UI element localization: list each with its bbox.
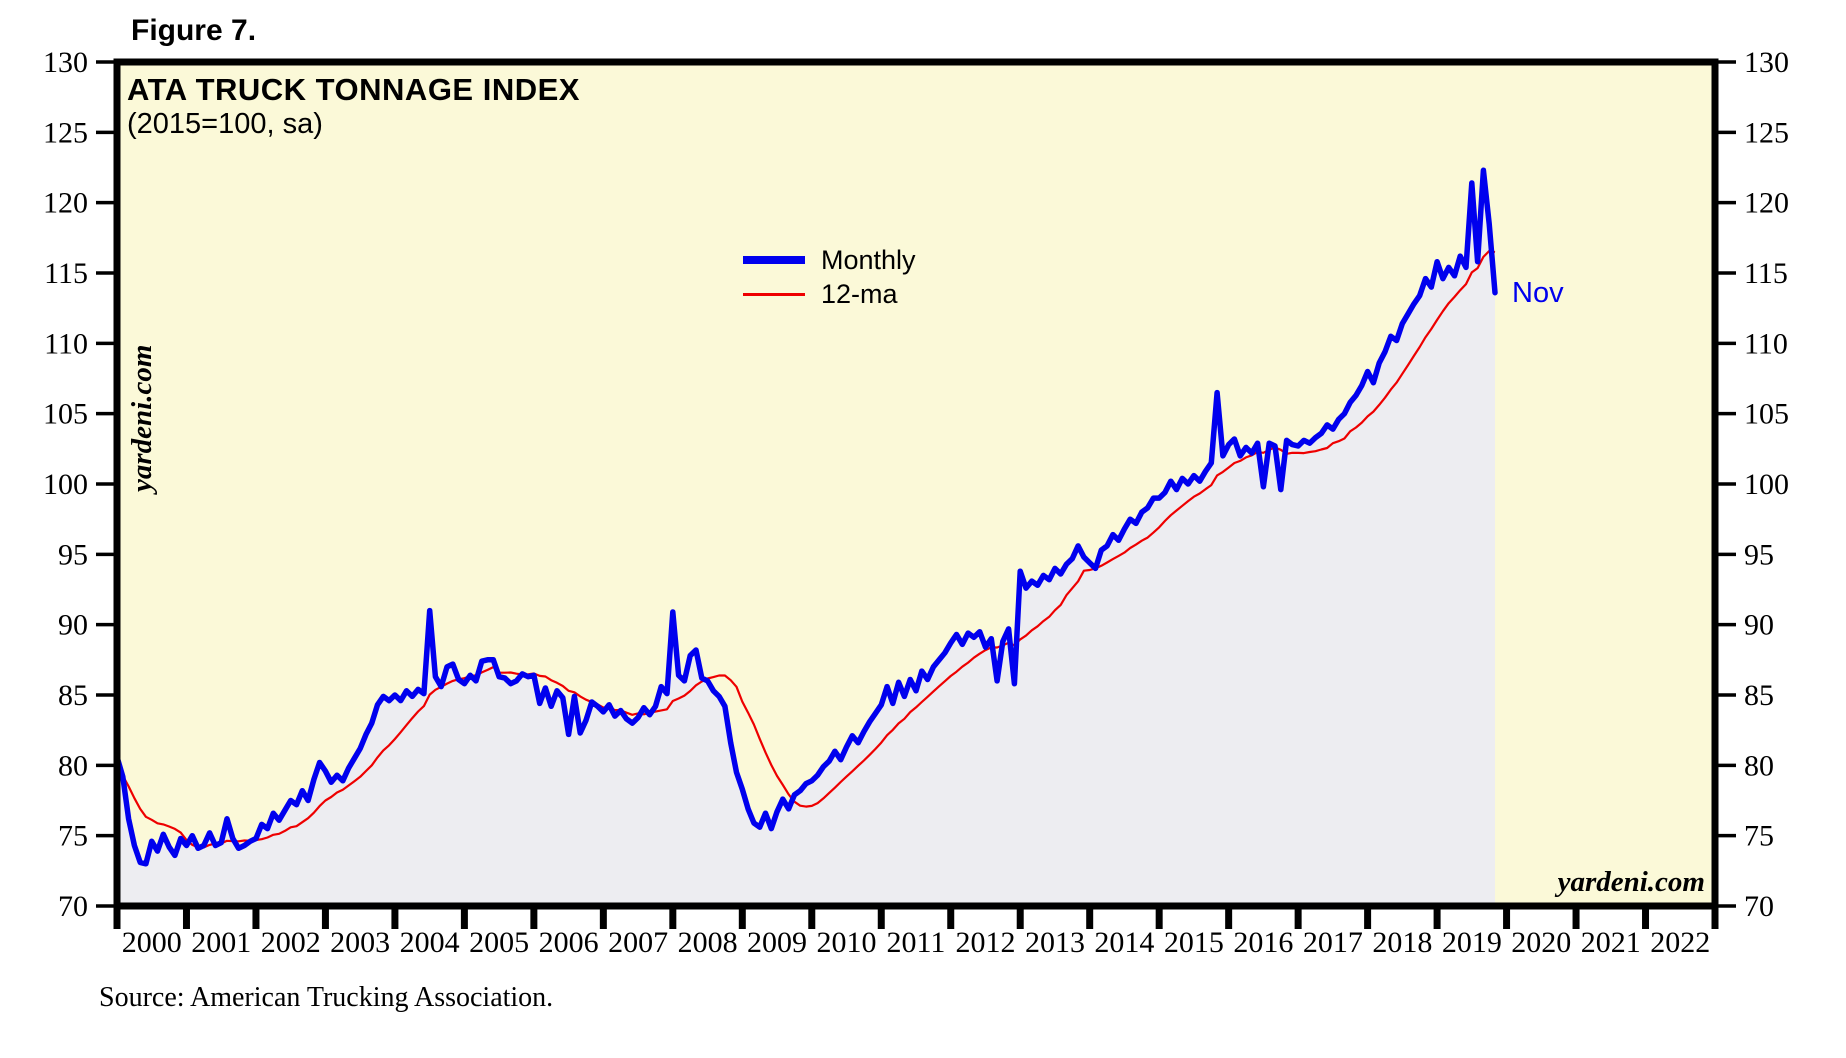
y-axis-label-right: 120 [1744,187,1789,220]
x-axis-year-label: 2007 [608,926,668,959]
y-axis-label-left: 80 [58,749,88,782]
y-axis-label-left: 70 [58,890,88,923]
x-axis-year-label: 2013 [1025,926,1085,959]
x-axis-year-label: 2006 [539,926,599,959]
monthly-line-swatch [743,256,805,264]
figure-label: Figure 7. [131,14,257,47]
legend-item-monthly: Monthly [743,243,916,277]
y-axis-label-left: 95 [58,538,88,571]
y-axis-label-left: 110 [44,327,88,360]
y-axis-label-right: 105 [1744,398,1789,431]
x-axis-year-label: 2010 [817,926,877,959]
legend: Monthly 12-ma [743,243,916,311]
watermark-left: yardeni.com [126,344,158,492]
x-axis-year-label: 2009 [747,926,807,959]
x-axis-year-label: 2004 [400,926,460,959]
monthly-line [114,167,1498,867]
y-axis-label-right: 70 [1744,890,1774,923]
x-axis-year-label: 2019 [1442,926,1502,959]
y-axis-label-right: 90 [1744,609,1774,642]
chart-title: ATA TRUCK TONNAGE INDEX [127,72,580,107]
area-under-monthly [117,170,1495,907]
y-axis-label-left: 130 [43,46,88,79]
legend-item-12ma: 12-ma [743,277,916,311]
y-axis-label-right: 100 [1744,468,1789,501]
y-axis-label-right: 115 [1744,257,1788,290]
y-axis-label-left: 125 [43,116,88,149]
x-axis-year-label: 2020 [1511,926,1571,959]
y-axis-label-right: 125 [1744,116,1789,149]
y-axis-label-right: 85 [1744,679,1774,712]
y-axis-label-left: 100 [43,468,88,501]
y-axis-label-left: 105 [43,398,88,431]
watermark-bottom-right: yardeni.com [1557,866,1705,898]
x-axis-year-label: 2005 [469,926,529,959]
ma-line-swatch [743,292,805,296]
x-axis-year-label: 2011 [887,926,946,959]
legend-label-monthly: Monthly [821,244,916,275]
x-axis-year-label: 2003 [330,926,390,959]
x-axis-year-label: 2001 [191,926,251,959]
y-axis-label-right: 75 [1744,820,1774,853]
x-axis-year-label: 2016 [1233,926,1293,959]
x-axis-year-label: 2012 [955,926,1015,959]
y-axis-label-right: 130 [1744,46,1789,79]
x-axis-year-label: 2015 [1164,926,1224,959]
x-axis-year-label: 2002 [261,926,321,959]
x-axis-year-label: 2014 [1094,926,1154,959]
x-axis-year-label: 2000 [122,926,182,959]
y-axis-label-right: 110 [1744,327,1788,360]
source-line: Source: American Trucking Association. [99,982,554,1013]
y-axis-label-left: 115 [44,257,88,290]
y-axis-label-left: 75 [58,820,88,853]
y-axis-label-left: 90 [58,609,88,642]
x-axis-year-label: 2017 [1303,926,1363,959]
legend-label-12ma: 12-ma [821,278,898,309]
y-axis-label-right: 80 [1744,749,1774,782]
chart-subtitle: (2015=100, sa) [127,108,323,140]
x-axis-year-label: 2022 [1650,926,1710,959]
y-axis-label-left: 120 [43,187,88,220]
x-axis-year-label: 2008 [678,926,738,959]
x-axis-year-label: 2021 [1581,926,1641,959]
last-point-annotation: Nov [1512,277,1564,309]
y-axis-label-right: 95 [1744,538,1774,571]
y-axis-label-left: 85 [58,679,88,712]
x-axis-year-label: 2018 [1372,926,1432,959]
